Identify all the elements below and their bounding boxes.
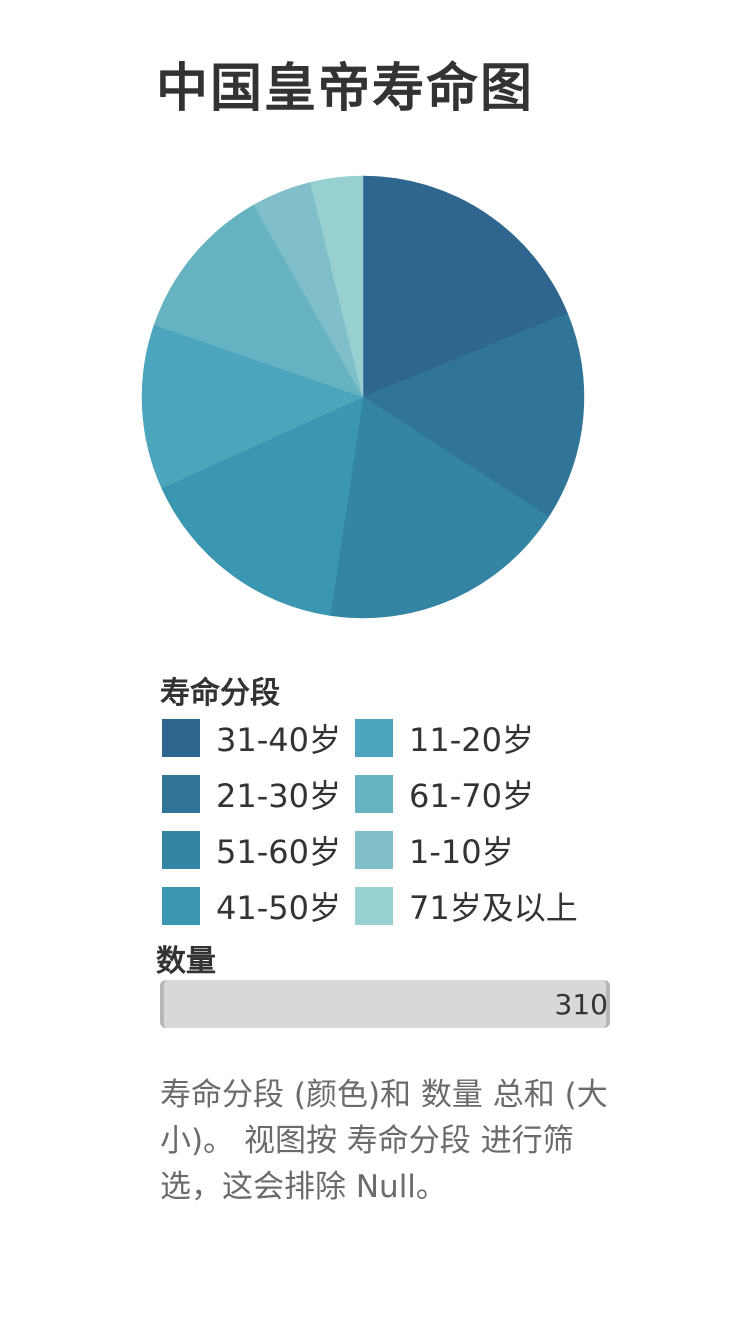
legend-item-41-50[interactable]: 41-50岁 [162,886,341,927]
size-legend-bar: 310 [160,980,610,1028]
legend-label: 11-20岁 [409,721,534,759]
size-legend-value: 310 [554,988,608,1021]
chart-caption: 寿命分段 (颜色)和 数量 总和 (大小)。 视图按 寿命分段 进行筛选，这会排… [160,1077,608,1205]
legend-item-71-plus[interactable]: 71岁及以上 [355,886,578,927]
legend-swatch [355,887,393,925]
legend-item-31-40[interactable]: 31-40岁 [162,718,341,759]
page-title: 中国皇帝寿命图 [156,59,535,119]
legend-swatch [355,719,393,757]
pie-slice-51-60岁[interactable] [330,396,550,619]
size-legend-title: 数量 [156,944,216,979]
legend-item-11-20[interactable]: 11-20岁 [355,718,534,759]
pie-slice-41-50岁[interactable] [161,396,364,616]
legend-title: 寿命分段 [160,676,280,711]
legend-item-61-70[interactable]: 61-70岁 [355,774,534,815]
legend-item-51-60[interactable]: 51-60岁 [162,830,341,871]
pie-slice-11-20岁[interactable] [141,324,364,489]
pie-slice-31-40岁[interactable] [362,175,568,398]
legend-label: 1-10岁 [409,833,514,871]
pie-slice-71岁及以上[interactable] [310,175,364,398]
pie-chart[interactable] [0,0,750,650]
legend-swatch [162,775,200,813]
legend-swatch [355,775,393,813]
legend-label: 41-50岁 [216,889,341,927]
legend-swatch [162,719,200,757]
legend-label: 31-40岁 [216,721,341,759]
pie-slice-21-30岁[interactable] [362,313,585,518]
legend-swatch [162,831,200,869]
legend-label: 21-30岁 [216,777,341,815]
legend-item-21-30[interactable]: 21-30岁 [162,774,341,815]
legend-swatch [162,887,200,925]
pie-slice-61-70岁[interactable] [153,204,364,398]
legend-label: 51-60岁 [216,833,341,871]
legend-label: 61-70岁 [409,777,534,815]
legend-swatch [355,831,393,869]
legend-label: 71岁及以上 [409,889,578,927]
legend-item-1-10[interactable]: 1-10岁 [355,830,514,871]
